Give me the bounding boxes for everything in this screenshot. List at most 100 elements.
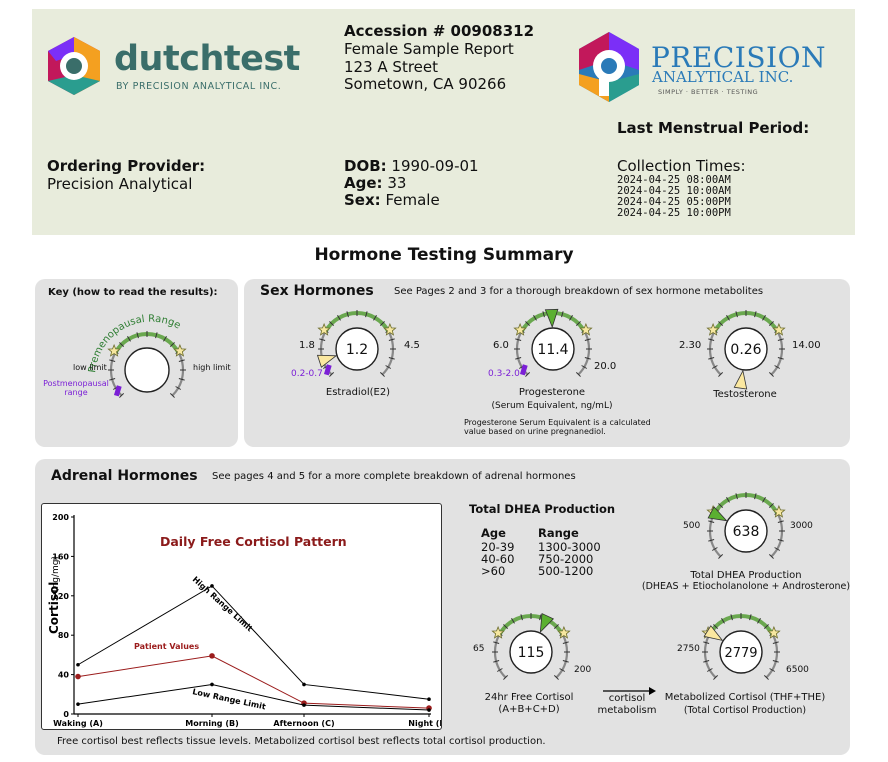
sex-row: Sex: Female <box>344 191 440 209</box>
chart-title: Daily Free Cortisol Pattern <box>160 534 347 549</box>
key-center-text: patient result <box>128 356 166 377</box>
metabolism-label: cortisol metabolism <box>597 693 657 716</box>
dutch-logo-icon <box>48 37 100 95</box>
y-tick-label: 200 <box>52 513 69 522</box>
age-value: 33 <box>387 174 407 192</box>
y-tick-label: 120 <box>52 592 69 601</box>
free-cortisol-high: 200 <box>574 665 592 675</box>
y-tick-label: 0 <box>63 710 69 719</box>
metabolism-arrow-icon <box>603 687 656 695</box>
series-point <box>76 662 80 667</box>
dutch-logo-word: dutchtest <box>114 39 300 79</box>
y-tick-label: 40 <box>58 671 70 680</box>
metabolized-label: Metabolized Cortisol (THF+THE) <box>664 692 826 703</box>
x-tick-label: Afternoon (C) <box>273 719 334 728</box>
precision-analytical-logo-icon <box>579 32 639 102</box>
key-low-limit: low limit <box>73 363 107 372</box>
key-postmeno-label: Postmenopausal range <box>43 379 109 397</box>
series-point <box>427 708 431 712</box>
dutch-logo-sub: BY PRECISION ANALYTICAL INC. <box>116 81 282 92</box>
progesterone-postmeno: 0.3-2.0 <box>488 369 520 379</box>
pa-logo-line2: ANALYTICAL INC. <box>652 68 794 86</box>
provider-value: Precision Analytical <box>47 175 193 193</box>
collection-label: Collection Times: <box>617 157 746 175</box>
pa-logo-tagline: SIMPLY · BETTER · TESTING <box>658 88 759 96</box>
progesterone-low: 6.0 <box>493 340 509 351</box>
dhea-label: Total DHEA Production <box>690 570 802 581</box>
dhea-age: 40-60 <box>481 552 515 566</box>
free-cortisol-low: 65 <box>473 644 485 654</box>
key-panel: Key (how to read the results): Premenopa… <box>35 279 238 447</box>
series-line <box>77 585 430 700</box>
dhea-range: 1300-3000 <box>538 540 601 554</box>
report-header: dutchtest BY PRECISION ANALYTICAL INC. A… <box>32 9 855 235</box>
x-tick-label: Morning (B) <box>185 719 238 728</box>
sex-hormones-title: Sex Hormones <box>260 283 374 299</box>
y-axis-label: Cortisol <box>47 582 61 634</box>
dhea-header-range: Range <box>538 526 579 540</box>
age-row: Age: 33 <box>344 174 407 192</box>
metabolized-low: 2750 <box>677 644 700 654</box>
metabolized-sublabel: (Total Cortisol Production) <box>683 705 807 716</box>
series-label-patient: Patient Values <box>134 642 199 651</box>
collection-time: 2024-04-25 10:00PM <box>617 207 731 219</box>
key-title: Key (how to read the results): <box>48 287 218 298</box>
progesterone-footnote: Progesterone Serum Equivalent is a calcu… <box>464 418 651 436</box>
x-tick-label: Night (D) <box>408 719 441 728</box>
pa-logo-line1: PRECISION <box>651 41 827 74</box>
address-line1: 123 A Street <box>344 58 439 76</box>
estradiol-low: 1.8 <box>299 340 315 351</box>
y-axis-unit: (ng/mg) <box>51 556 61 592</box>
estradiol-postmeno: 0.2-0.7 <box>291 369 323 379</box>
testosterone-label: Testosterone <box>713 389 777 400</box>
adrenal-footer: Free cortisol best reflects tissue level… <box>57 736 546 747</box>
series-label-high: High Range Limit <box>191 575 255 634</box>
address-line2: Sometown, CA 90266 <box>344 75 507 93</box>
series-point <box>76 702 80 706</box>
collection-time: 2024-04-25 10:00AM <box>617 185 731 197</box>
series-label-low: Low Range Limit <box>192 687 267 711</box>
accession-number: Accession # 00908312 <box>344 22 535 40</box>
sex-hormones-panel: Sex Hormones See Pages 2 and 3 for a tho… <box>244 279 850 447</box>
progesterone-sublabel: (Serum Equivalent, ng/mL) <box>491 401 613 411</box>
cortisol-chart-box: Daily Free Cortisol Pattern 0 40 80 120 160 2… <box>41 503 442 730</box>
cortisol-chart: 0 40 80 120 160 200 Waking (A) Morning (B) After… <box>47 513 441 728</box>
series-point <box>210 682 214 687</box>
lmp-label: Last Menstrual Period: <box>617 119 810 137</box>
adrenal-panel: Adrenal Hormones See pages 4 and 5 for a… <box>35 459 850 755</box>
dob-value: 1990-09-01 <box>391 157 479 175</box>
summary-title: Hormone Testing Summary <box>314 245 574 265</box>
sex-hormones-note: See Pages 2 and 3 for a thorough breakdo… <box>394 286 764 297</box>
sex-value: Female <box>385 191 440 209</box>
dhea-low: 500 <box>683 521 701 531</box>
provider-label: Ordering Provider: <box>47 157 206 175</box>
dhea-high: 3000 <box>790 521 813 531</box>
dhea-age: 20-39 <box>481 540 515 554</box>
x-tick-label: Waking (A) <box>53 719 103 728</box>
dob-row: DOB: 1990-09-01 <box>344 157 479 175</box>
estradiol-label: Estradiol(E2) <box>325 387 391 398</box>
series-point <box>210 584 214 588</box>
series-point <box>209 653 215 659</box>
y-tick-label: 160 <box>52 552 69 561</box>
series-line <box>77 683 430 711</box>
free-cortisol-sublabel: (A+B+C+D) <box>498 704 560 715</box>
collection-time: 2024-04-25 05:00PM <box>617 196 731 208</box>
series-line <box>77 655 430 709</box>
series-point <box>302 682 306 687</box>
dhea-title: Total DHEA Production <box>469 502 616 516</box>
collection-time: 2024-04-25 08:00AM <box>617 174 731 186</box>
testosterone-high: 14.00 <box>792 340 821 351</box>
series-point <box>75 673 81 680</box>
series-point <box>427 697 431 702</box>
adrenal-title: Adrenal Hormones <box>51 468 198 484</box>
dhea-range: 500-1200 <box>538 564 594 578</box>
dhea-age: >60 <box>481 564 506 578</box>
adrenal-note: See pages 4 and 5 for a more complete br… <box>212 471 576 482</box>
report-type: Female Sample Report <box>344 40 514 58</box>
dhea-sublabel: (DHEAS + Etiocholanolone + Androsterone) <box>641 581 851 592</box>
metabolized-high: 6500 <box>786 665 809 675</box>
dhea-header-age: Age <box>481 526 506 540</box>
progesterone-label: Progesterone <box>518 387 586 398</box>
free-cortisol-label: 24hr Free Cortisol <box>484 692 574 703</box>
